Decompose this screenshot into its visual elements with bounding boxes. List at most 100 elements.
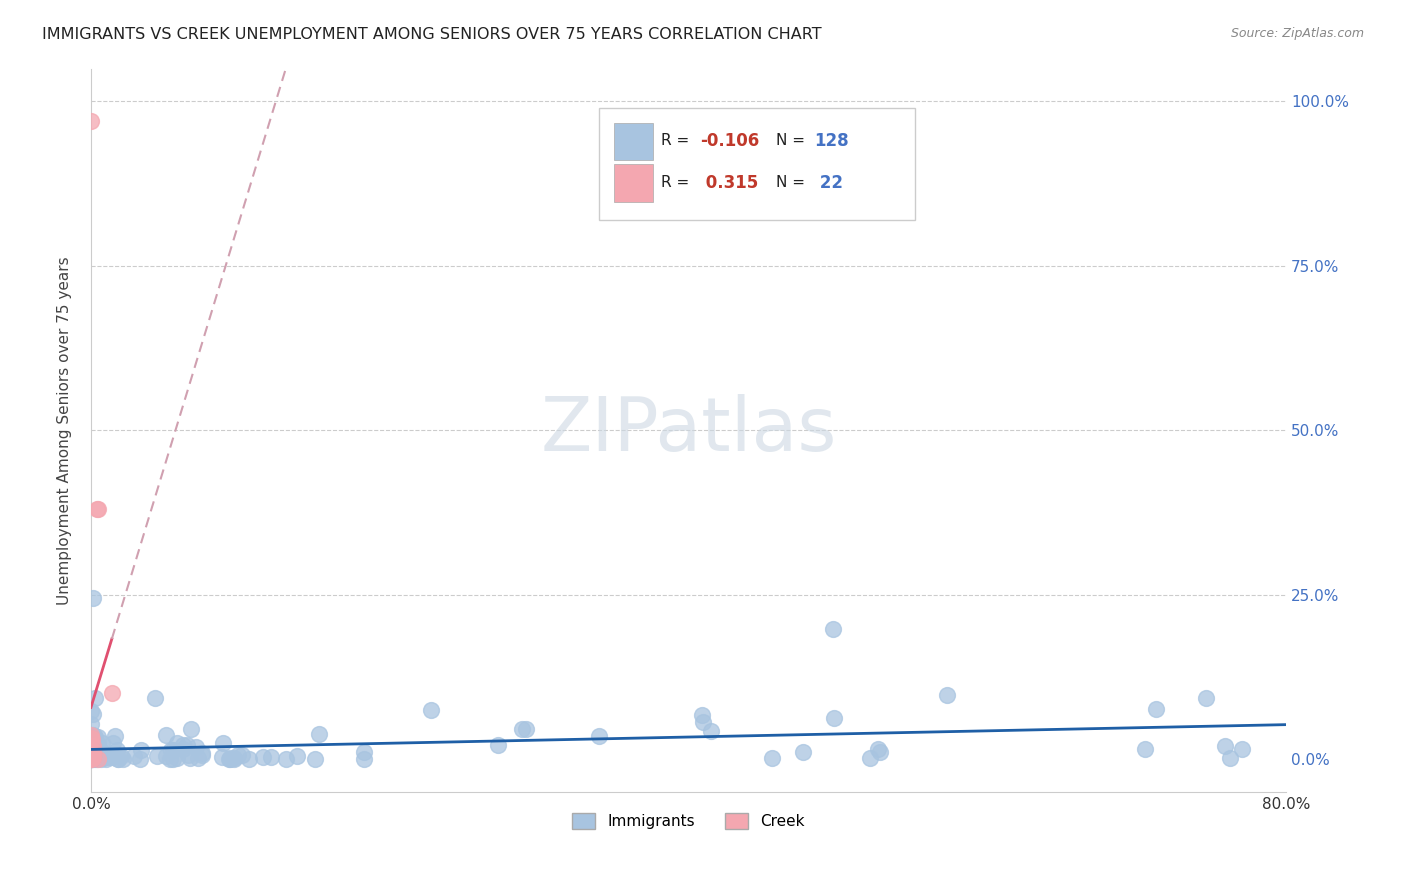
Point xyxy=(84,749,107,764)
Point xyxy=(82,728,104,742)
Text: N =: N = xyxy=(776,134,810,148)
Point xyxy=(80,747,103,761)
Point xyxy=(86,751,108,765)
Point xyxy=(83,740,105,755)
Point xyxy=(90,736,112,750)
Point xyxy=(83,751,105,765)
Point xyxy=(107,752,129,766)
Point xyxy=(260,750,283,764)
Legend: Immigrants, Creek: Immigrants, Creek xyxy=(565,806,811,835)
Point xyxy=(510,722,533,736)
Point xyxy=(82,751,104,765)
Point xyxy=(94,752,117,766)
Point xyxy=(252,750,274,764)
Point xyxy=(146,749,169,764)
Point xyxy=(222,751,245,765)
Point xyxy=(80,743,103,757)
Point xyxy=(690,707,713,722)
Point xyxy=(84,730,107,744)
Point xyxy=(80,737,103,751)
Point xyxy=(87,747,110,762)
Point xyxy=(80,717,103,731)
Point xyxy=(231,748,253,763)
Point xyxy=(700,724,723,739)
Point xyxy=(82,732,104,747)
Point xyxy=(143,691,166,706)
Point xyxy=(80,746,103,760)
Point xyxy=(101,686,124,700)
Point xyxy=(218,751,240,765)
Point xyxy=(238,752,260,766)
Point xyxy=(83,730,105,744)
Point xyxy=(155,749,177,764)
Point xyxy=(80,745,103,759)
Point xyxy=(80,744,103,758)
Point xyxy=(159,752,181,766)
Point xyxy=(80,749,103,764)
Y-axis label: Unemployment Among Seniors over 75 years: Unemployment Among Seniors over 75 years xyxy=(58,256,72,605)
FancyBboxPatch shape xyxy=(599,108,915,220)
Point xyxy=(166,736,188,750)
Point xyxy=(83,747,105,761)
Point xyxy=(190,748,212,763)
Point xyxy=(104,730,127,744)
Point xyxy=(90,744,112,758)
FancyBboxPatch shape xyxy=(614,164,652,202)
Point xyxy=(80,705,103,719)
Point xyxy=(80,745,103,759)
Point xyxy=(80,741,103,756)
Point xyxy=(82,750,104,764)
Point xyxy=(105,743,128,757)
Point xyxy=(82,746,104,760)
Point xyxy=(80,751,103,765)
Text: 22: 22 xyxy=(814,174,844,192)
Text: 128: 128 xyxy=(814,132,849,150)
Point xyxy=(87,730,110,744)
Point xyxy=(86,502,108,516)
Point xyxy=(420,703,443,717)
Point xyxy=(82,747,104,761)
Point xyxy=(82,591,104,605)
Point xyxy=(83,691,105,706)
Point xyxy=(89,750,111,764)
Point xyxy=(83,747,105,761)
Point xyxy=(1195,691,1218,706)
Point xyxy=(80,728,103,742)
Text: IMMIGRANTS VS CREEK UNEMPLOYMENT AMONG SENIORS OVER 75 YEARS CORRELATION CHART: IMMIGRANTS VS CREEK UNEMPLOYMENT AMONG S… xyxy=(42,27,821,42)
Point xyxy=(82,706,104,721)
Point xyxy=(936,688,959,702)
Point xyxy=(82,744,104,758)
Point xyxy=(87,502,110,516)
Point xyxy=(86,752,108,766)
Text: N =: N = xyxy=(776,176,810,190)
Point xyxy=(124,749,146,764)
Point xyxy=(304,751,326,765)
Text: 0.315: 0.315 xyxy=(700,174,759,192)
Point xyxy=(80,752,103,766)
Point xyxy=(80,750,103,764)
Point xyxy=(80,752,103,766)
Point xyxy=(101,750,124,764)
Point xyxy=(91,748,114,763)
Text: Source: ZipAtlas.com: Source: ZipAtlas.com xyxy=(1230,27,1364,40)
Point xyxy=(83,739,105,754)
Point xyxy=(486,739,509,753)
Point xyxy=(187,751,209,765)
Point xyxy=(87,751,110,765)
Point xyxy=(82,747,104,762)
Point xyxy=(111,752,134,766)
Text: R =: R = xyxy=(661,134,695,148)
FancyBboxPatch shape xyxy=(614,123,652,161)
Text: ZIPatlas: ZIPatlas xyxy=(540,393,837,467)
Point xyxy=(82,748,104,763)
Point xyxy=(86,737,108,751)
Point xyxy=(90,752,112,766)
Point xyxy=(212,735,235,749)
Point xyxy=(869,745,891,759)
Point xyxy=(80,114,103,128)
Point xyxy=(1219,751,1241,765)
Text: -0.106: -0.106 xyxy=(700,132,759,150)
Point xyxy=(276,751,298,765)
Point xyxy=(80,731,103,745)
Point xyxy=(82,751,104,765)
